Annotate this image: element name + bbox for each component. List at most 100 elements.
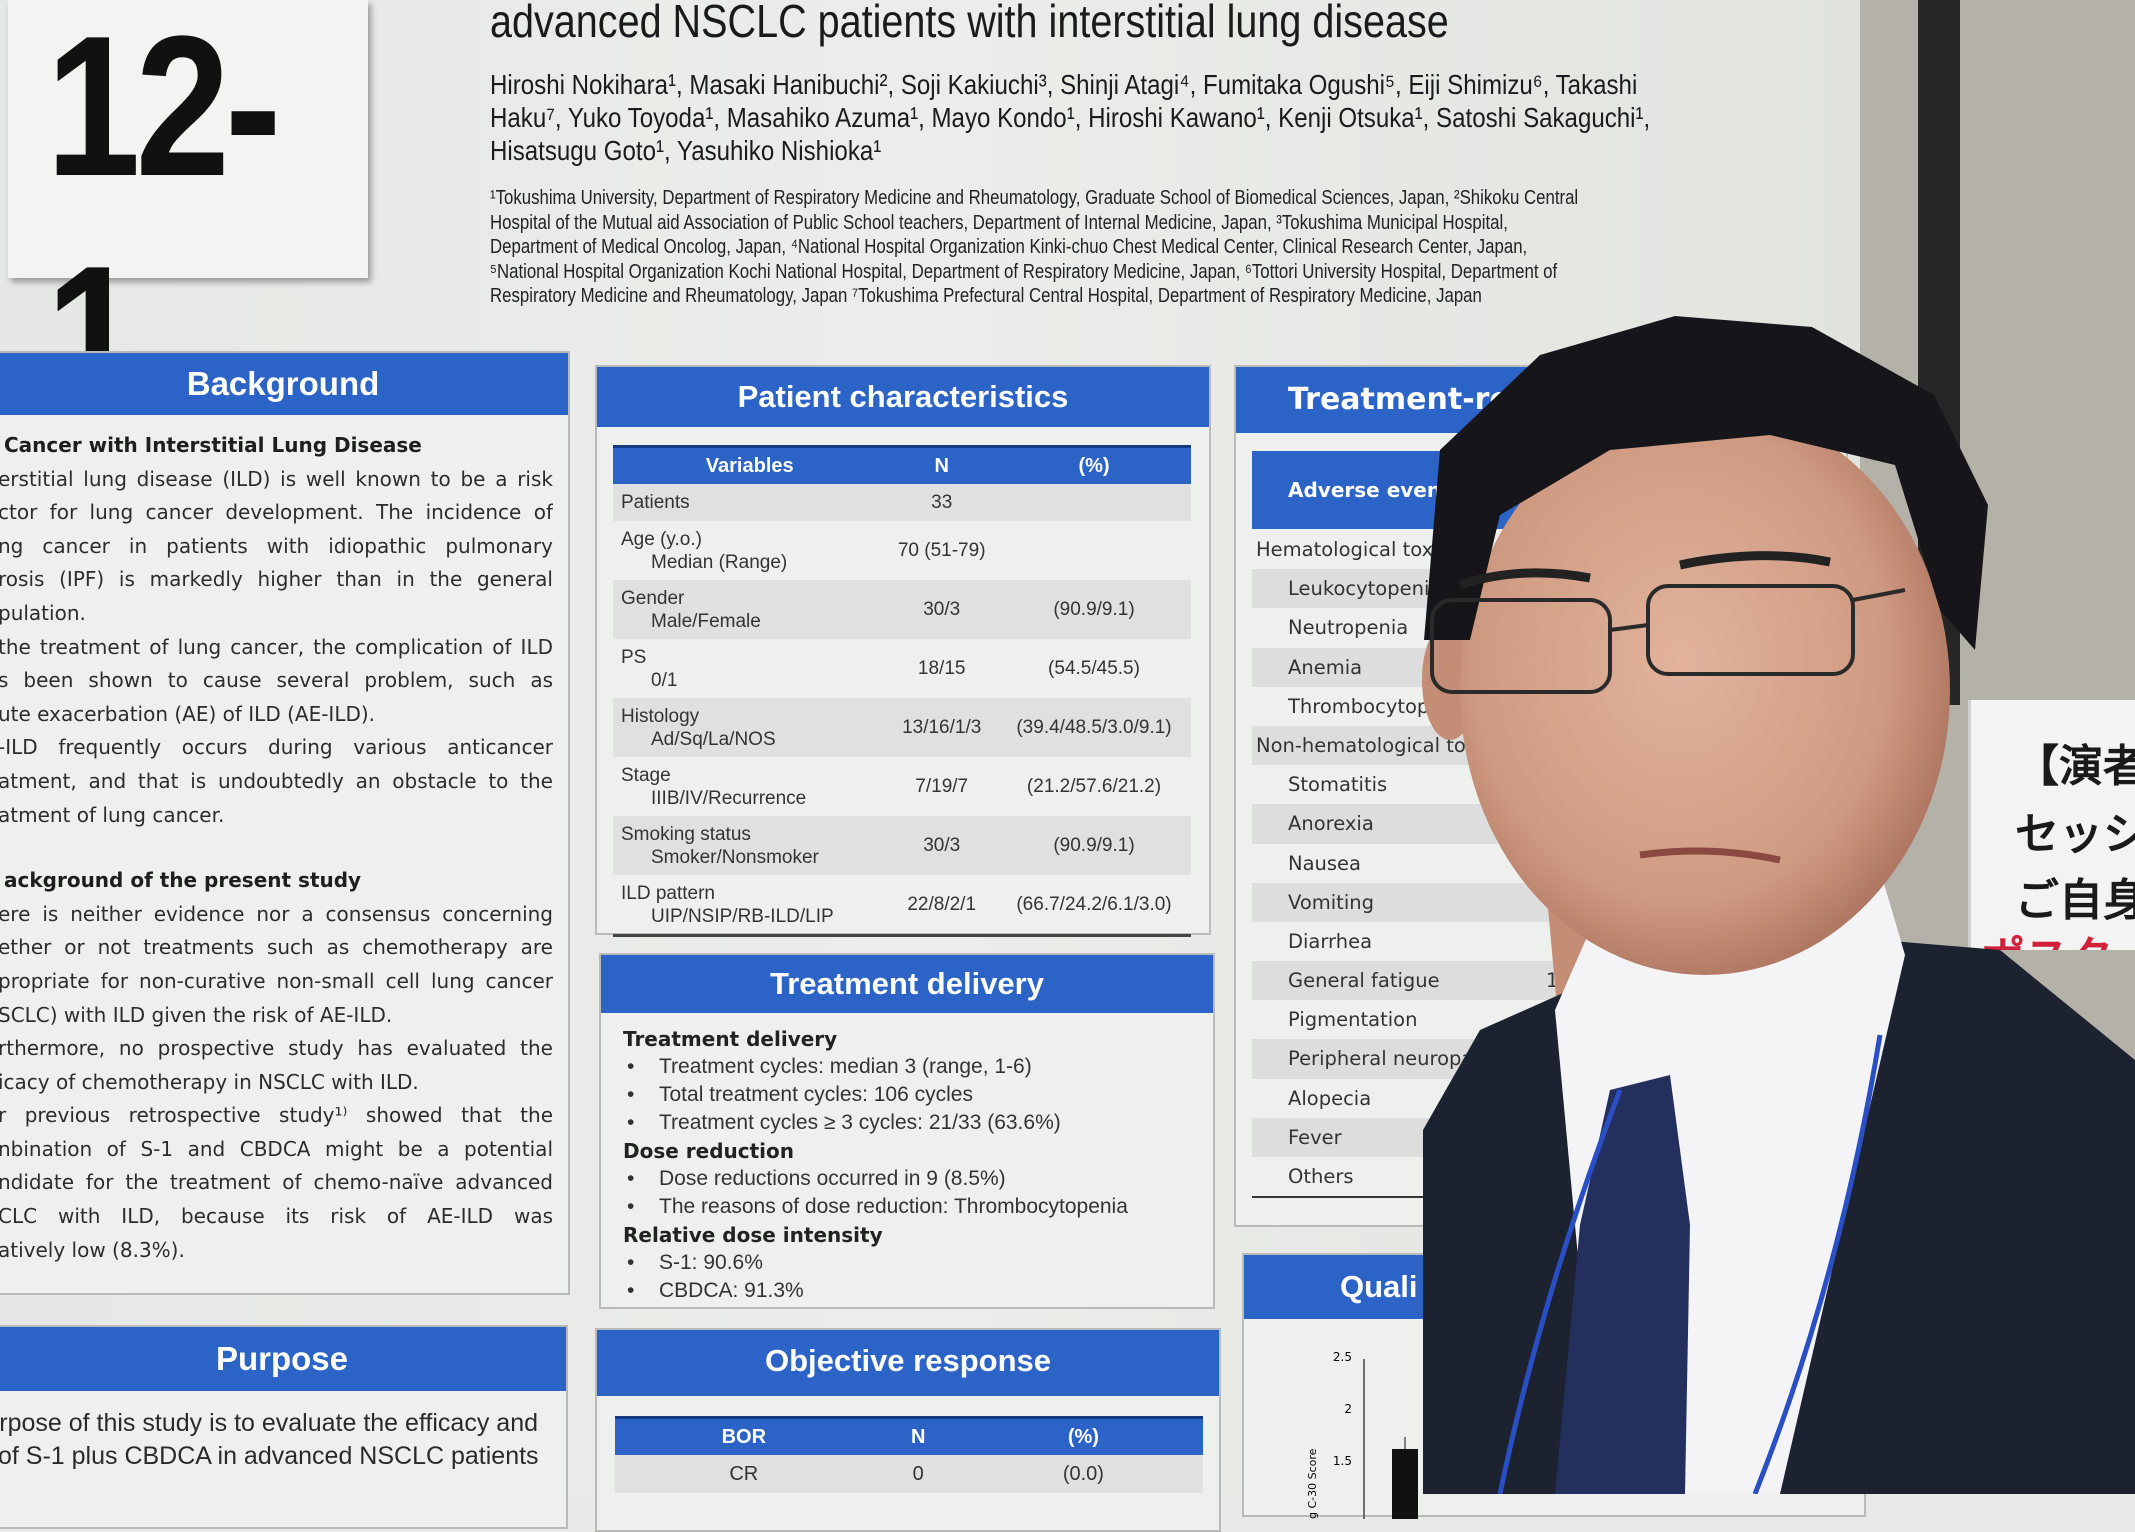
section-title: Quali xyxy=(1340,1269,1418,1304)
section-header: Background xyxy=(0,353,568,415)
group-title: Relative dose intensity xyxy=(623,1223,883,1247)
background-text: Cancer with Interstitial Lung Disease er… xyxy=(0,429,553,1267)
subheading: ackground of the present study xyxy=(4,868,362,893)
presenter-mouth xyxy=(1639,847,1781,864)
text-line: ¹Tokushima University, Department of Res… xyxy=(490,187,1579,209)
text-line: Department of Medical Oncolog, Japan, ⁴N… xyxy=(490,236,1528,258)
percent-cell: (90.9/9.1) xyxy=(997,580,1191,639)
bullet-text: Treatment cycles ≥ 3 cycles: 21/33 (63.6… xyxy=(659,1111,1061,1134)
text-line: ⁵National Hospital Organization Kochi Na… xyxy=(490,260,1558,283)
text-line: atment, and that is undoubtedly an obsta… xyxy=(0,768,553,793)
adverse-event-name: Anemia xyxy=(1288,655,1363,679)
text-line: Respiratory Medicine and Rheumatology, J… xyxy=(490,285,1482,307)
text-line: r previous retrospective study¹⁾ showed … xyxy=(0,1103,553,1128)
text-line: ether or not treatments such as chemothe… xyxy=(0,935,553,960)
patient-characteristics-section: Patient characteristics Variables N (%) … xyxy=(595,365,1211,937)
treatment-delivery-section: Treatment delivery Treatment delivery • Tr… xyxy=(599,953,1215,1309)
text-line: icacy of chemotherapy in NSCLC with ILD. xyxy=(0,1069,419,1094)
column-header: N xyxy=(872,1416,964,1455)
section-title: Purpose xyxy=(215,1340,349,1377)
adverse-event-name: Diarrhea xyxy=(1288,929,1373,953)
text-line: ng cancer in patients with idiopathic pu… xyxy=(0,533,553,558)
n-cell: 0 xyxy=(872,1455,964,1493)
variable-sublabel: Ad/Sq/La/NOS xyxy=(651,728,776,750)
text-line: -ILD frequently occurs during various an… xyxy=(0,735,553,760)
bullet-icon: • xyxy=(627,1195,635,1218)
column-header: (%) xyxy=(963,1416,1203,1455)
author-list: Hiroshi Nokihara¹, Masaki Hanibuchi², So… xyxy=(490,68,1650,167)
paragraph: ere is neither evidence nor a consensus … xyxy=(0,898,553,1268)
text-line: ctor for lung cancer development. The in… xyxy=(0,500,553,525)
table-row: ILD pattern UIP/NSIP/RB-ILD/LIP 22/8/2/1 (6… xyxy=(613,875,1191,936)
text-line: ndidate for the treatment of chemo-naïve… xyxy=(0,1170,553,1195)
lanyard xyxy=(1497,1089,1623,1494)
percent-cell: (54.5/45.5) xyxy=(1048,657,1140,679)
purpose-text: rpose of this study is to evaluate the e… xyxy=(0,1407,539,1473)
adverse-event-name: Hematological tox xyxy=(1256,538,1434,561)
text-line: Hisatsugu Goto¹, Yasuhiko Nishioka¹ xyxy=(490,135,882,166)
n-cell: 7/19/7 xyxy=(915,775,969,797)
table-row: PS 0/1 18/15 (54.5/45.5) xyxy=(613,639,1191,698)
adverse-event-name: General fatigue xyxy=(1288,969,1440,993)
section-title: Background xyxy=(186,365,380,402)
adverse-event-row: Diarrhea xyxy=(1252,922,1832,961)
adverse-event-row: Neutropenia xyxy=(1252,608,1832,647)
adverse-event-name: Alopecia xyxy=(1288,1086,1372,1110)
adverse-event-name: Anorexia xyxy=(1288,812,1374,836)
variable-label: Age (y.o.) xyxy=(621,528,702,550)
sign-line: ポスター xyxy=(1981,922,2135,950)
n-cell: 13/16/1/3 xyxy=(886,698,997,757)
percent-cell: (21.2/57.6/21.2) xyxy=(1026,775,1162,797)
section-header: Patient characteristics xyxy=(597,367,1209,427)
variable-cell: Histology Ad/Sq/La/NOS xyxy=(613,698,887,757)
column-header: N xyxy=(886,445,997,484)
presenter-eyebrows xyxy=(1458,551,1831,590)
text-line: ute exacerbation (AE) of ILD (AE-ILD). xyxy=(0,701,376,726)
paragraph: erstitial lung disease (ILD) is well kno… xyxy=(0,463,553,833)
japanese-notice-sign: 【演者 セッシ ご自身 ポスター xyxy=(1968,700,2135,950)
text-line: pulation. xyxy=(0,600,86,625)
affiliation-list: ¹Tokushima University, Department of Res… xyxy=(490,186,1578,309)
text-line: the treatment of lung cancer, the compli… xyxy=(0,634,553,659)
group-title: Dose reduction xyxy=(623,1139,795,1163)
bullet-text: The reasons of dose reduction: Thrombocy… xyxy=(659,1195,1128,1218)
variable-label: Smoking status xyxy=(621,823,751,845)
text-line: rpose of this study is to evaluate the e… xyxy=(0,1409,538,1437)
variable-sublabel: IIIB/IV/Recurrence xyxy=(651,787,807,809)
bullet-item: • Dose reductions occurred in 9 (8.5%) xyxy=(623,1165,1128,1193)
adverse-event-name: Fever xyxy=(1288,1125,1342,1149)
variable-cell: Gender Male/Female xyxy=(613,580,887,639)
presenter-face xyxy=(1460,405,1950,975)
percent-cell: (66.7/24.2/6.1/3.0) xyxy=(1016,893,1172,915)
adverse-event-name: Stomatitis xyxy=(1288,773,1388,797)
percent-cell: (39.4/48.5/3.0/9.1) xyxy=(997,698,1191,757)
glasses-icon xyxy=(1430,584,1906,694)
patient-characteristics-table: Variables N (%) Patients 33 Age (y.o.) Medi… xyxy=(613,445,1191,937)
adverse-event-name: Pigmentation xyxy=(1288,1008,1418,1032)
treatment-delivery-list: Treatment delivery • Treatment cycles: med… xyxy=(623,1025,1128,1305)
lanyard xyxy=(1752,1034,1883,1494)
bullet-icon: • xyxy=(627,1167,635,1190)
adverse-event-row: Stomatitis xyxy=(1252,765,1832,804)
n-cell: 18/15 xyxy=(917,657,966,679)
section-header: Purpose xyxy=(0,1327,566,1391)
text-line: rthermore, no prospective study has eval… xyxy=(0,1036,553,1061)
sign-line: セッシ xyxy=(2015,809,2135,860)
variable-cell: Stage IIIB/IV/Recurrence xyxy=(613,757,886,816)
y-tick-label: 1.5 xyxy=(1333,1454,1352,1468)
variable-cell: Smoking status Smoker/Nonsmoker xyxy=(613,816,887,875)
adverse-event-name: Neutropenia xyxy=(1288,616,1409,640)
section-header: Objective response xyxy=(597,1330,1219,1396)
bullet-item: • The reasons of dose reduction: Thromboc… xyxy=(623,1193,1128,1221)
poster-title: advanced NSCLC patients with interstitia… xyxy=(490,0,1449,47)
table-row: CR 0 (0.0) xyxy=(615,1455,1203,1493)
presenter-hair xyxy=(1424,316,1988,650)
adverse-event-row: Hematological tox xyxy=(1252,530,1832,569)
sign-line: ご自身 xyxy=(2015,875,2135,926)
bullet-text: Dose reductions occurred in 9 (8.5%) xyxy=(659,1167,1006,1190)
variable-sublabel: Smoker/Nonsmoker xyxy=(651,846,819,868)
text-line: atively low (8.3%). xyxy=(0,1237,185,1262)
variable-label: Gender xyxy=(621,587,685,609)
column-header: (%) xyxy=(997,445,1191,484)
adverse-event-name: Leukocytopeni xyxy=(1288,577,1430,601)
